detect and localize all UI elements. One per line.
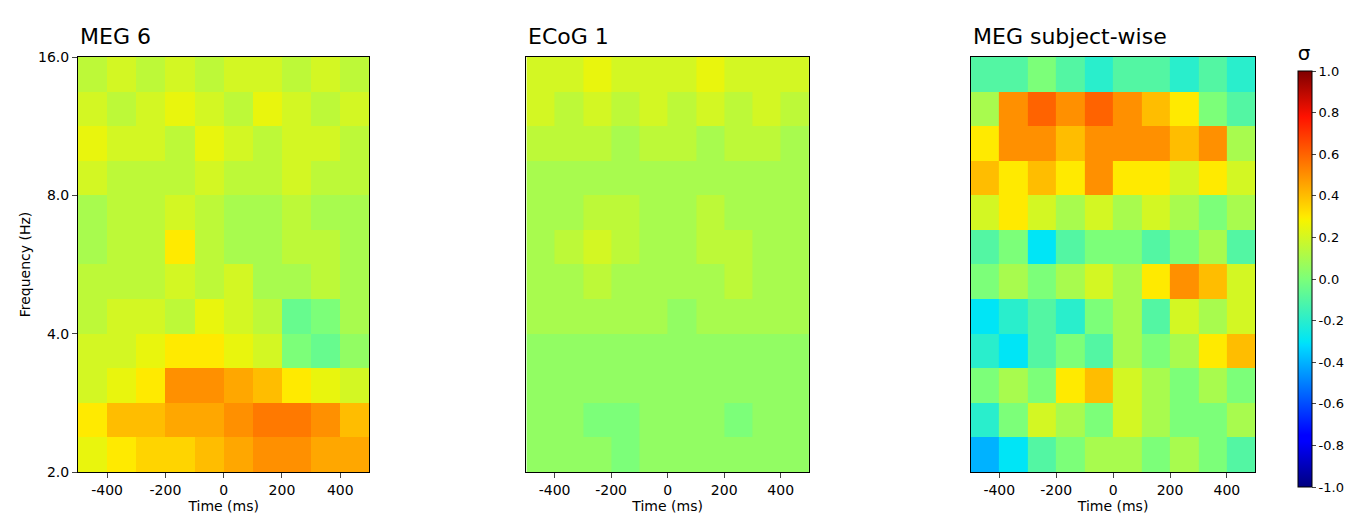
svg-text:-400: -400 (539, 482, 571, 498)
svg-text:200: 200 (1157, 482, 1184, 498)
svg-text:200: 200 (711, 482, 738, 498)
svg-text:8.0: 8.0 (47, 187, 69, 203)
svg-text:-400: -400 (91, 482, 123, 498)
svg-text:-0.6: -0.6 (1319, 396, 1344, 411)
svg-text:2.0: 2.0 (47, 464, 69, 480)
svg-text:0.2: 0.2 (1319, 230, 1340, 245)
svg-text:-200: -200 (595, 482, 627, 498)
svg-text:400: 400 (327, 482, 354, 498)
svg-text:0: 0 (1109, 482, 1118, 498)
svg-text:0: 0 (663, 482, 672, 498)
svg-text:16.0: 16.0 (38, 49, 69, 65)
svg-text:1.0: 1.0 (1319, 64, 1340, 79)
svg-text:MEG subject-wise: MEG subject-wise (973, 24, 1167, 49)
svg-text:Time (ms): Time (ms) (631, 498, 703, 514)
svg-text:Frequency (Hz): Frequency (Hz) (17, 212, 33, 318)
svg-text:σ: σ (1298, 41, 1311, 65)
svg-text:-0.2: -0.2 (1319, 313, 1344, 328)
svg-text:MEG 6: MEG 6 (80, 24, 151, 49)
svg-text:-0.8: -0.8 (1319, 438, 1344, 453)
svg-text:-1.0: -1.0 (1319, 480, 1344, 495)
svg-text:-200: -200 (150, 482, 182, 498)
svg-text:400: 400 (1214, 482, 1241, 498)
svg-text:0: 0 (219, 482, 228, 498)
svg-text:Time (ms): Time (ms) (187, 498, 259, 514)
svg-text:-0.4: -0.4 (1319, 355, 1344, 370)
svg-text:-400: -400 (983, 482, 1015, 498)
svg-text:0.8: 0.8 (1319, 105, 1340, 120)
svg-text:ECoG 1: ECoG 1 (528, 24, 609, 49)
svg-text:-200: -200 (1040, 482, 1072, 498)
svg-text:400: 400 (767, 482, 794, 498)
svg-text:0.6: 0.6 (1319, 147, 1340, 162)
svg-text:4.0: 4.0 (47, 326, 69, 342)
svg-text:0.4: 0.4 (1319, 188, 1340, 203)
svg-text:Time (ms): Time (ms) (1077, 498, 1149, 514)
svg-text:0.0: 0.0 (1319, 272, 1340, 287)
svg-text:200: 200 (269, 482, 296, 498)
